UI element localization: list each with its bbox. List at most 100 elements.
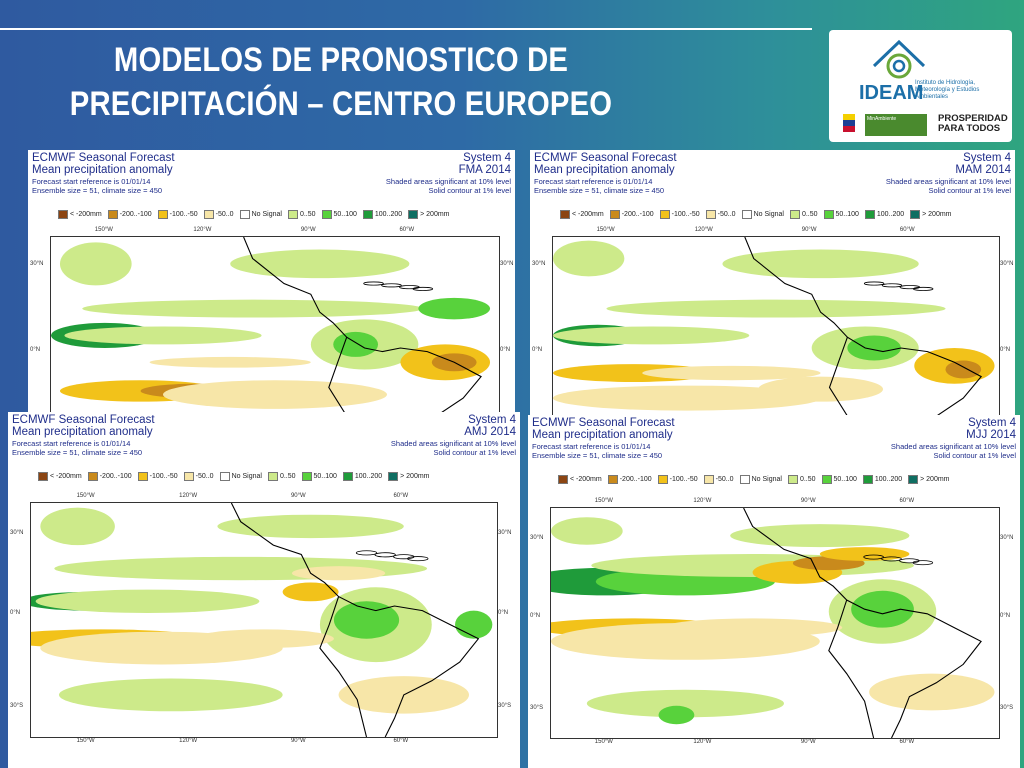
legend-item: 100..200 xyxy=(862,473,902,485)
lat-tick-label-right: 30°S xyxy=(1000,704,1014,711)
island xyxy=(381,283,402,288)
legend-label: 0..50 xyxy=(279,472,296,480)
slide-title-line2: PRECIPITACIÓN – CENTRO EUROPEO xyxy=(69,85,613,123)
anomaly-region xyxy=(291,566,386,581)
legend-item: No Signal xyxy=(239,208,282,220)
lon-tick-label-bottom: 60°W xyxy=(393,738,409,744)
legend-label: 0..50 xyxy=(799,475,816,483)
legend-item: > 200mm xyxy=(908,473,950,485)
island xyxy=(363,281,384,286)
slogan: PROSPERIDAD PARA TODOS xyxy=(938,113,1008,134)
legend-item: -100..-50 xyxy=(657,473,698,485)
coastline xyxy=(230,503,480,737)
legend-swatch xyxy=(388,471,399,481)
legend-item: 0..50 xyxy=(789,208,818,220)
lat-tick-label-left: 30°S xyxy=(530,704,544,711)
coastline xyxy=(328,337,348,415)
legend-swatch xyxy=(910,209,921,219)
panel-legend: < -200mm -200..-100 -100..-50 -50..0 No Sign… xyxy=(558,473,950,485)
slide-title: MODELOS DE PRONOSTICO DE PRECIPITACIÓN –… xyxy=(40,38,642,126)
legend-item: -100..-50 xyxy=(137,470,178,482)
panel-header: ECMWF Seasonal Forecast Mean precipitati… xyxy=(12,414,516,474)
panel-system: System 4 xyxy=(963,152,1011,164)
legend-label: -50..0 xyxy=(717,210,736,218)
panel-system: System 4 xyxy=(468,414,516,426)
panel-season: AMJ 2014 xyxy=(464,426,516,438)
panel-header: ECMWF Seasonal Forecast Mean precipitati… xyxy=(532,417,1016,477)
coastline xyxy=(828,599,875,738)
panel-system: System 4 xyxy=(968,417,1016,429)
legend-swatch xyxy=(659,209,670,219)
map-canvas xyxy=(51,237,491,415)
lat-tick-label-right: 30°S xyxy=(498,703,512,710)
legend-item: -50..0 xyxy=(705,208,736,220)
lon-tick-label: 150°W xyxy=(76,493,95,499)
panel-title: ECMWF Seasonal Forecast xyxy=(32,152,175,164)
panel-header: ECMWF Seasonal Forecast Mean precipitati… xyxy=(534,152,1011,212)
legend-label: > 200mm xyxy=(400,472,430,480)
anomaly-region xyxy=(642,365,821,381)
lon-tick-label: 60°W xyxy=(899,498,915,504)
coastline xyxy=(743,508,982,738)
legend-label: No Signal xyxy=(753,210,784,218)
lon-tick-label: 150°W xyxy=(596,227,615,233)
lon-tick-label-bottom: 120°W xyxy=(693,739,712,745)
slide-title-line1: MODELOS DE PRONOSTICO DE xyxy=(113,41,569,79)
legend-item: 50..100 xyxy=(321,208,357,220)
lat-tick-label-right: 0°N xyxy=(498,609,509,616)
anomaly-region xyxy=(333,601,400,639)
legend-item: 100..200 xyxy=(342,470,382,482)
island xyxy=(899,285,921,290)
legend-label: -50..0 xyxy=(195,472,214,480)
legend-item: < -200mm xyxy=(58,208,102,220)
legend-swatch xyxy=(657,474,668,484)
lon-tick-label: 120°W xyxy=(693,498,712,504)
anomaly-region xyxy=(333,331,379,357)
lat-tick-label-left: 30°N xyxy=(532,261,546,268)
anomaly-map xyxy=(50,236,500,415)
legend-label: -100..-50 xyxy=(671,210,700,218)
legend-item: > 200mm xyxy=(408,208,450,220)
legend-item: 50..100 xyxy=(821,473,857,485)
panel-start-ref: Forecast start reference is 01/01/14 xyxy=(32,177,151,186)
lon-tick-label-bottom: 150°W xyxy=(594,739,613,745)
panel-legend: < -200mm -200..-100 -100..-50 -50..0 No Sign… xyxy=(58,208,450,220)
legend-item: No Signal xyxy=(219,470,262,482)
lon-tick-label-bottom: 120°W xyxy=(179,738,198,744)
anomaly-region xyxy=(819,547,910,561)
ministry-badge: MinAmbiente xyxy=(865,114,927,136)
legend-item: -50..0 xyxy=(703,473,734,485)
legend-swatch xyxy=(705,209,716,219)
legend-swatch xyxy=(267,471,278,481)
legend-item: No Signal xyxy=(739,473,782,485)
lat-tick-label-left: 30°S xyxy=(10,703,24,710)
panel-shaded-note: Shaded areas significant at 10% level xyxy=(385,177,511,186)
lon-tick-label-bottom: 60°W xyxy=(899,739,915,745)
panel-ensemble: Ensemble size = 51, climate size = 450 xyxy=(12,448,143,457)
legend-label: -100..-50 xyxy=(149,472,178,480)
legend-label: 50..100 xyxy=(835,210,859,218)
legend-swatch xyxy=(301,471,312,481)
legend-item: -100..-50 xyxy=(157,208,198,220)
panel-start-ref: Forecast start reference is 01/01/14 xyxy=(534,177,653,186)
legend-swatch xyxy=(58,209,68,219)
lon-tick-label: 150°W xyxy=(594,498,613,504)
lon-tick-label: 90°W xyxy=(290,493,306,499)
panel-shaded-note: Shaded areas significant at 10% level xyxy=(890,442,1016,451)
legend-item: -200..-100 xyxy=(609,208,654,220)
legend-item: 50..100 xyxy=(301,470,337,482)
anomaly-region xyxy=(64,326,262,345)
island xyxy=(881,283,903,288)
legend-swatch xyxy=(703,474,714,484)
lat-tick-label-left: 0°N xyxy=(10,609,21,616)
legend-item: -50..0 xyxy=(183,470,214,482)
island xyxy=(912,560,934,566)
legend-swatch xyxy=(821,474,832,484)
legend-item: > 200mm xyxy=(388,470,430,482)
legend-swatch xyxy=(408,209,419,219)
coastline xyxy=(744,237,983,415)
lon-tick-label: 120°W xyxy=(694,227,713,233)
legend-label: < -200mm xyxy=(572,210,604,218)
island xyxy=(412,286,434,291)
legend-item: -200..-100 xyxy=(607,473,652,485)
